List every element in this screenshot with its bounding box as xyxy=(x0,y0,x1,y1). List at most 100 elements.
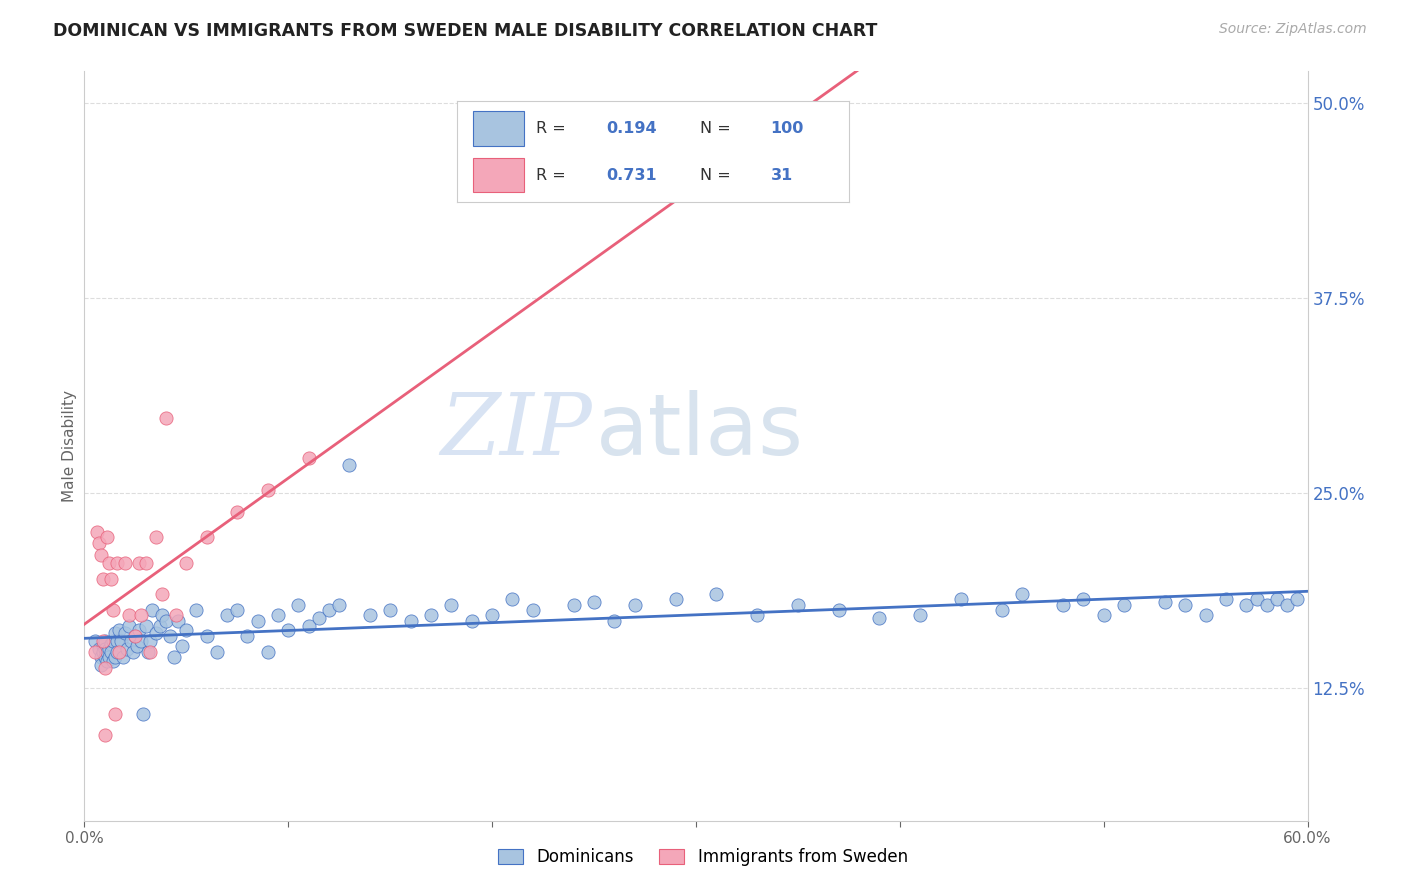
Point xyxy=(399,614,422,628)
Point xyxy=(186,603,208,617)
Point xyxy=(97,556,120,570)
Point xyxy=(1256,599,1278,613)
Point xyxy=(104,626,127,640)
Point xyxy=(502,592,524,607)
Point xyxy=(706,587,728,601)
Y-axis label: Male Disability: Male Disability xyxy=(62,390,77,502)
Point xyxy=(90,657,112,672)
Point xyxy=(122,645,145,659)
Point xyxy=(138,645,160,659)
Point xyxy=(359,607,381,622)
Point xyxy=(118,618,141,632)
Point xyxy=(93,634,115,648)
Point xyxy=(105,645,128,659)
Point xyxy=(155,411,177,425)
Point xyxy=(101,634,124,648)
Point xyxy=(101,603,124,617)
Point xyxy=(910,607,932,622)
Point xyxy=(747,607,769,622)
Point xyxy=(1073,592,1095,607)
Legend: Dominicans, Immigrants from Sweden: Dominicans, Immigrants from Sweden xyxy=(492,842,914,873)
Point xyxy=(118,607,141,622)
Point xyxy=(308,611,330,625)
Point xyxy=(167,614,190,628)
Point xyxy=(1215,592,1237,607)
Point xyxy=(91,645,114,659)
Text: DOMINICAN VS IMMIGRANTS FROM SWEDEN MALE DISABILITY CORRELATION CHART: DOMINICAN VS IMMIGRANTS FROM SWEDEN MALE… xyxy=(53,22,877,40)
Point xyxy=(195,530,218,544)
Point xyxy=(1154,595,1177,609)
Point xyxy=(108,645,131,659)
Point xyxy=(1011,587,1033,601)
Point xyxy=(1052,599,1074,613)
Point xyxy=(135,556,157,570)
Point xyxy=(101,655,124,669)
Point xyxy=(163,649,186,664)
Point xyxy=(665,592,688,607)
Point xyxy=(96,530,118,544)
Point xyxy=(298,451,321,466)
Point xyxy=(93,649,115,664)
Point xyxy=(481,607,503,622)
Point xyxy=(267,607,290,622)
Point xyxy=(110,634,132,648)
Point xyxy=(174,556,197,570)
Point xyxy=(328,599,350,613)
Point xyxy=(1286,592,1309,607)
Point xyxy=(165,607,187,622)
Point xyxy=(100,637,122,651)
Point xyxy=(991,603,1014,617)
Point xyxy=(114,556,136,570)
Point xyxy=(420,607,443,622)
Point xyxy=(195,630,218,644)
Point xyxy=(257,645,280,659)
Point xyxy=(155,614,177,628)
Point xyxy=(87,535,110,549)
Point xyxy=(217,607,239,622)
Point xyxy=(127,639,149,653)
Text: Source: ZipAtlas.com: Source: ZipAtlas.com xyxy=(1219,22,1367,37)
Text: ZIP: ZIP xyxy=(440,390,592,473)
Point xyxy=(1092,607,1115,622)
Point xyxy=(145,530,167,544)
Point xyxy=(828,603,851,617)
Point xyxy=(236,630,259,644)
Point xyxy=(86,524,108,539)
Point xyxy=(141,603,163,617)
Point xyxy=(150,607,173,622)
Point xyxy=(257,483,280,497)
Point xyxy=(159,630,181,644)
Point xyxy=(205,645,228,659)
Point xyxy=(869,611,891,625)
Point xyxy=(93,642,115,657)
Point xyxy=(91,634,114,648)
Point xyxy=(91,639,114,653)
Point xyxy=(1236,599,1258,613)
Point xyxy=(1265,592,1288,607)
Point xyxy=(83,645,105,659)
Point xyxy=(105,634,128,648)
Point xyxy=(226,505,249,519)
Point xyxy=(97,642,120,657)
Point xyxy=(318,603,340,617)
Text: atlas: atlas xyxy=(596,390,804,473)
Point xyxy=(120,634,142,648)
Point xyxy=(131,607,153,622)
Point xyxy=(950,592,973,607)
Point xyxy=(624,599,647,613)
Point xyxy=(83,634,105,648)
Point xyxy=(603,614,626,628)
Point xyxy=(1277,599,1299,613)
Point xyxy=(87,642,110,657)
Point xyxy=(100,572,122,586)
Point xyxy=(115,642,138,657)
Point xyxy=(131,634,153,648)
Point xyxy=(440,599,463,613)
Point xyxy=(787,599,810,613)
Point xyxy=(93,660,115,675)
Point xyxy=(149,618,172,632)
Point xyxy=(100,645,122,659)
Point xyxy=(1195,607,1218,622)
Point xyxy=(461,614,484,628)
Point xyxy=(104,707,127,722)
